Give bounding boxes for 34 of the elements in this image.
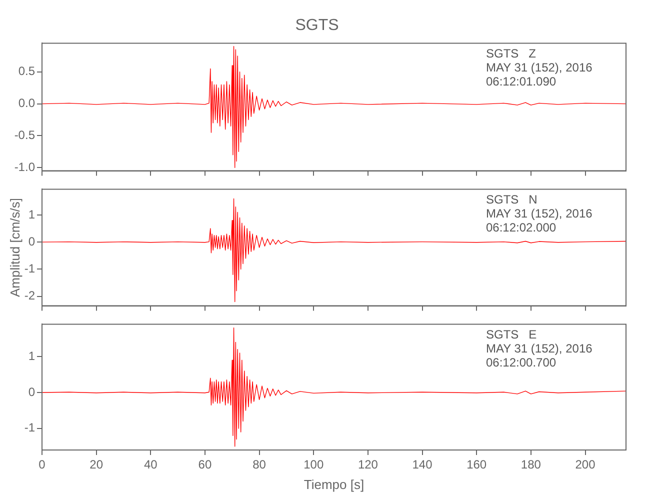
y-tick-label: 0 (28, 384, 36, 399)
y-tick-label: -2 (24, 288, 36, 303)
annotation: 06:12:02.000 (486, 220, 556, 235)
x-tick-label: 40 (144, 458, 158, 472)
x-tick-label: 60 (198, 458, 212, 472)
x-tick-label: 200 (575, 458, 596, 472)
y-tick-label: 0 (28, 234, 36, 248)
annotation: 06:12:01.090 (486, 74, 556, 89)
annotation: 06:12:00.700 (486, 356, 556, 370)
y-tick-label: 1 (28, 348, 36, 363)
y-axis-title: Amplitud [cm/s/s] (7, 198, 22, 297)
chart-title: SGTS (295, 17, 339, 34)
annotation: SGTS N (486, 192, 538, 207)
y-tick-label: 1 (28, 207, 36, 222)
annotation: SGTS Z (486, 46, 536, 61)
y-tick-label: 0.5 (18, 64, 36, 78)
annotation: MAY 31 (152), 2016 (486, 342, 593, 356)
x-tick-label: 180 (520, 458, 542, 472)
y-tick-label: 0.0 (18, 96, 36, 110)
x-tick-label: 120 (358, 458, 378, 472)
x-tick-label: 20 (90, 458, 104, 472)
annotation: MAY 31 (152), 2016 (486, 60, 593, 75)
y-tick-label: -0.5 (14, 128, 36, 142)
y-tick-label: -1 (24, 420, 36, 435)
x-tick-label: 80 (252, 458, 266, 472)
x-axis-title: Tiempo [s] (304, 476, 364, 492)
x-tick-label: 160 (466, 458, 487, 472)
annotation: MAY 31 (152), 2016 (486, 206, 593, 221)
y-tick-label: -1 (24, 262, 36, 276)
y-tick-label: -1.0 (14, 160, 36, 174)
x-tick-label: 0 (38, 458, 46, 472)
x-tick-label: 100 (304, 458, 324, 472)
x-tick-label: 140 (412, 458, 433, 472)
annotation: SGTS E (486, 328, 537, 342)
